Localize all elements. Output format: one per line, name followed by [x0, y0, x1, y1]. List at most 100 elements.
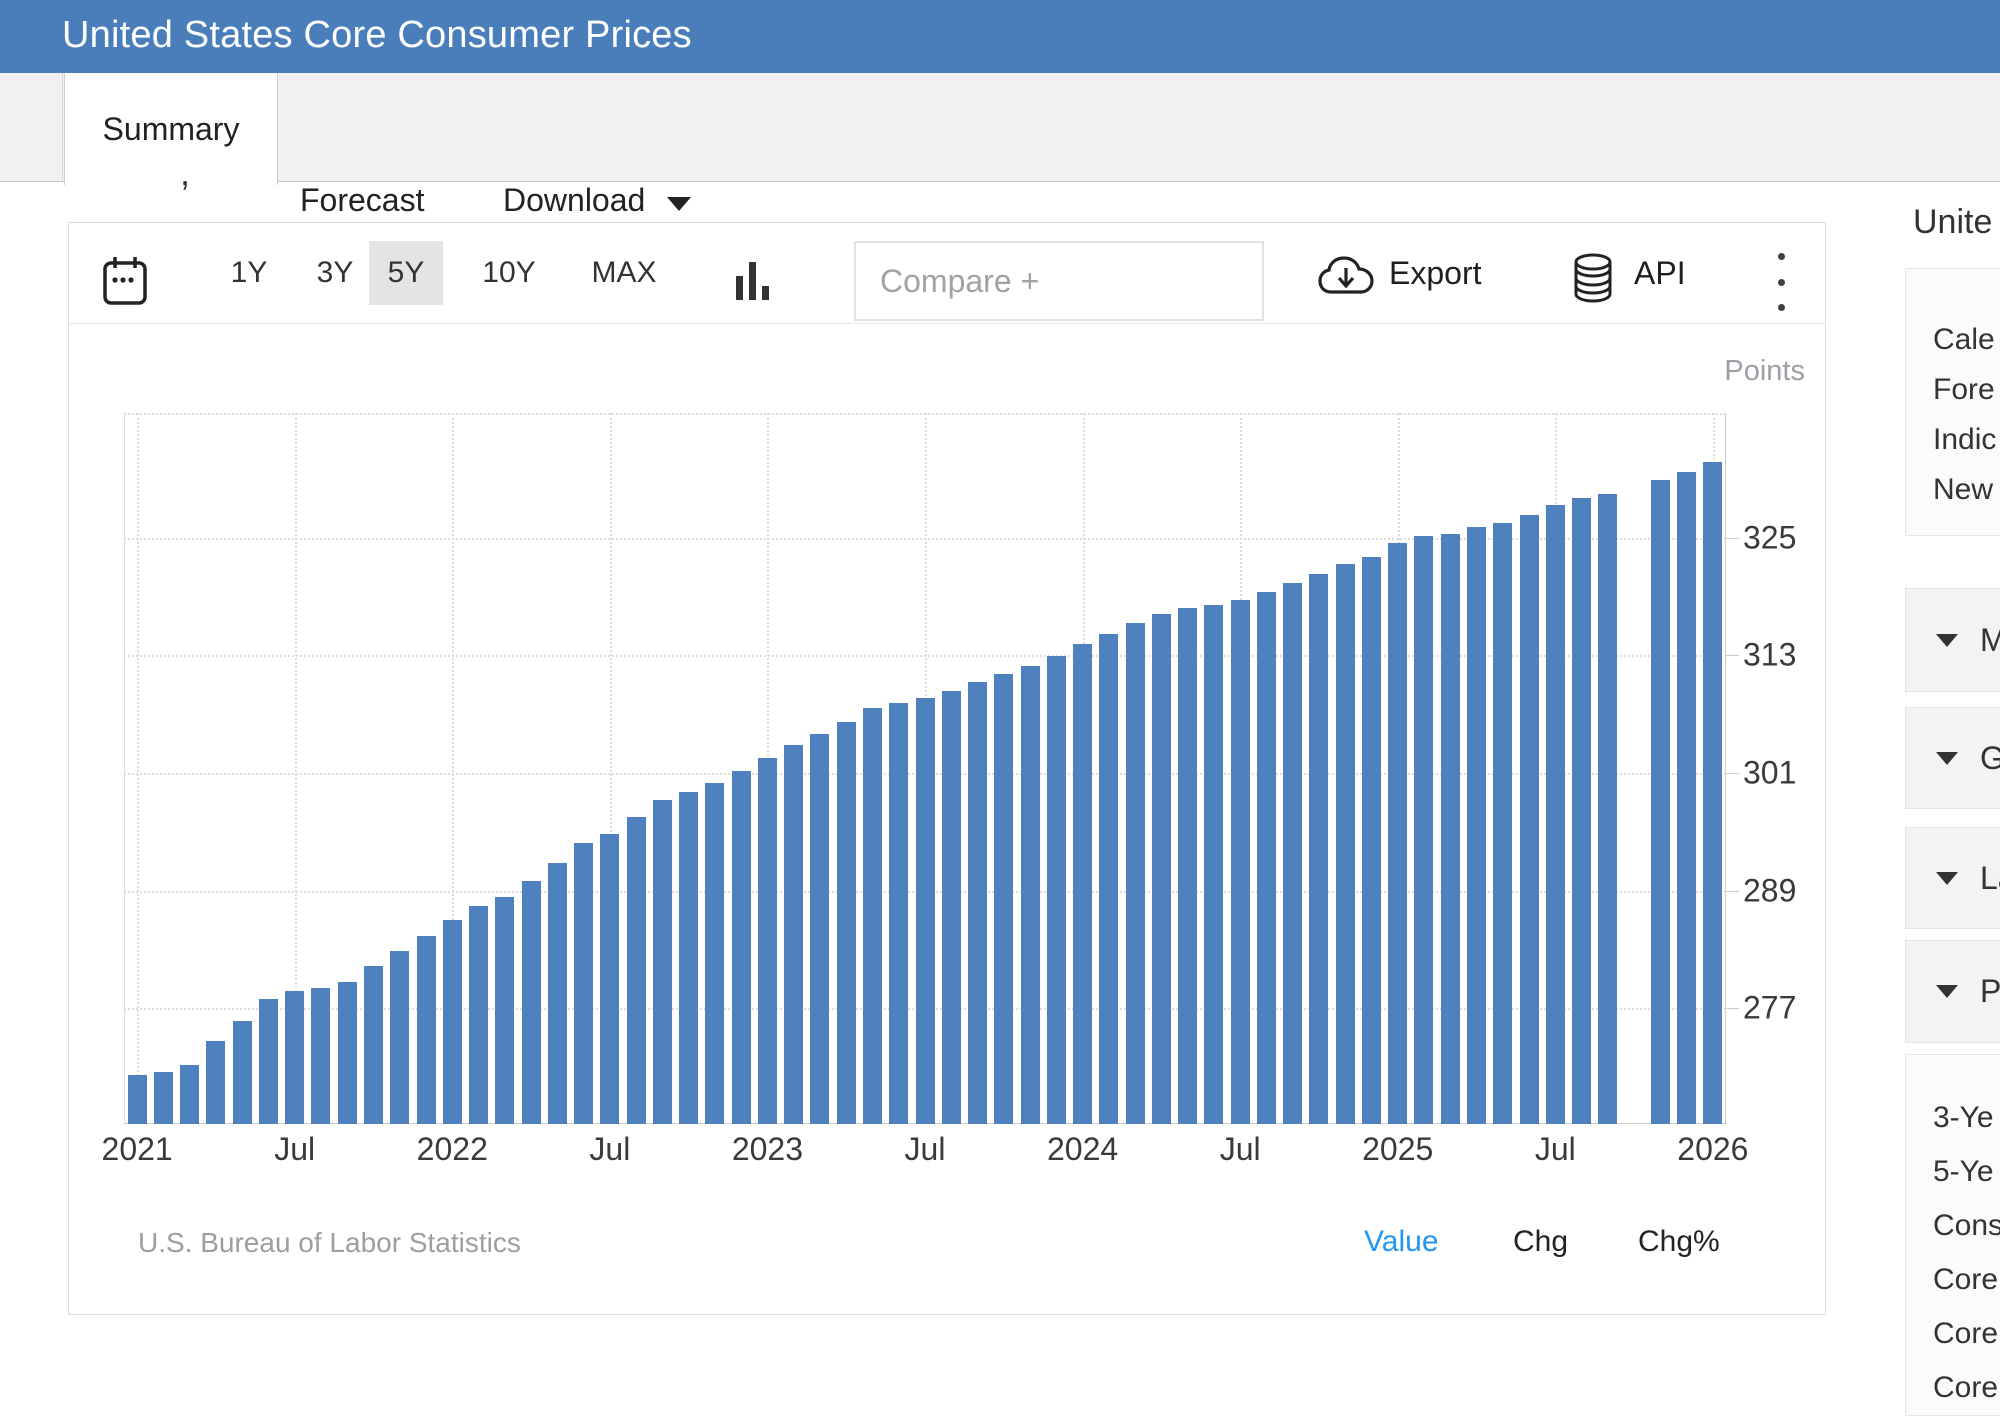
tab-forecast-label: Forecast: [300, 182, 425, 218]
sidebar-link-cale[interactable]: Cale: [1933, 323, 1995, 356]
bar-oct-2022: [679, 791, 699, 1124]
sidebar-related-item-2[interactable]: Cons: [1933, 1209, 2000, 1242]
range-button-1y[interactable]: 1Y: [230, 256, 268, 289]
sidebar-related-item-1[interactable]: 5-Ye: [1933, 1155, 1994, 1188]
y-axis-label: 325: [1743, 519, 1797, 556]
sidebar-section-g[interactable]: G: [1905, 707, 2000, 809]
v-gridline-2022-2: [452, 413, 455, 1124]
bar-dec-2021: [416, 935, 436, 1124]
range-button-5y[interactable]: 5Y: [369, 241, 443, 305]
range-button-10y[interactable]: 10Y: [482, 256, 536, 289]
x-axis-label: 2026: [1677, 1131, 1749, 1167]
range-button-3y[interactable]: 3Y: [316, 256, 354, 289]
tab-download-label: Download: [503, 182, 646, 218]
bar-jul-2024: [1230, 600, 1250, 1124]
sidebar-related-item-0[interactable]: 3-Ye: [1933, 1101, 1994, 1134]
sidebar-section-label: La: [1980, 859, 2000, 896]
export-button[interactable]: Export: [1389, 223, 1481, 323]
bar-feb-2024: [1099, 633, 1119, 1124]
bar-jan-2021: [127, 1074, 147, 1124]
triangle-down-icon: [1936, 751, 1958, 765]
sidebar-link-fore[interactable]: Fore: [1933, 373, 1995, 406]
tab-bar-left-spacer: [0, 73, 63, 181]
x-axis-label: 2023: [731, 1131, 804, 1167]
bar-dec-2023: [1046, 656, 1066, 1124]
sidebar-link-indic[interactable]: Indic: [1933, 423, 1997, 456]
stray-glyph-artifact: ,: [180, 152, 191, 193]
v-gridline-Jul-1: [294, 413, 297, 1124]
bar-dec-2022: [731, 770, 751, 1124]
bar-feb-2023: [784, 745, 804, 1124]
bar-feb-2022: [469, 906, 489, 1124]
mode-button-chgpct[interactable]: Chg%: [1638, 1225, 1720, 1258]
v-gridline-Jul-3: [609, 413, 612, 1124]
bar-mar-2023: [810, 733, 830, 1124]
bar-jan-2026: [1703, 462, 1723, 1124]
x-axis-label: 2021: [101, 1131, 173, 1167]
sidebar-section-label: M: [1980, 621, 2000, 658]
y-axis-label: 277: [1743, 989, 1797, 1026]
triangle-down-icon: [1936, 871, 1958, 885]
sidebar-heading: Unite: [1913, 203, 1993, 241]
database-icon[interactable]: [1567, 251, 1619, 307]
bar-aug-2023: [941, 690, 961, 1124]
bar-nov-2022: [705, 782, 725, 1124]
page-title: United States Core Consumer Prices: [62, 13, 692, 56]
bar-jan-2025: [1388, 543, 1408, 1124]
cloud-download-icon[interactable]: [1315, 251, 1377, 303]
x-axis-label: Jul: [1534, 1131, 1576, 1167]
calendar-icon[interactable]: [99, 253, 151, 309]
bar-nov-2021: [390, 951, 410, 1124]
y-axis-label: 301: [1743, 754, 1797, 791]
y-axis-line-right: [1725, 413, 1726, 1124]
bar-mar-2025: [1440, 533, 1460, 1124]
sidebar-related-item-3[interactable]: Core: [1933, 1263, 1999, 1296]
sidebar-links-box: Cale Fore Indic New: [1905, 268, 2000, 536]
bar-mar-2022: [495, 897, 515, 1124]
tab-summary[interactable]: Summary: [64, 73, 278, 185]
bar-oct-2024: [1309, 573, 1329, 1124]
bar-nov-2024: [1335, 564, 1355, 1124]
sidebar-related-item-5[interactable]: Core: [1933, 1371, 1999, 1404]
y-axis-line-left: [124, 413, 125, 1124]
sidebar-related-item-4[interactable]: Core: [1933, 1317, 1999, 1350]
bar-aug-2024: [1256, 591, 1276, 1124]
y-tick-mark: [1726, 537, 1739, 539]
bar-dec-2024: [1361, 557, 1381, 1124]
sidebar-related-box: 3-Ye 5-Ye Cons Core Core Core: [1905, 1054, 2000, 1416]
bar-aug-2021: [311, 987, 331, 1124]
bar-jul-2025: [1545, 505, 1565, 1124]
tab-bar: Forecast Download: [0, 73, 2000, 218]
sidebar-section-la[interactable]: La: [1905, 827, 2000, 929]
chart-plot-area[interactable]: [124, 413, 1726, 1124]
v-gridline-2021-0: [137, 413, 140, 1124]
tab-forecast[interactable]: Forecast: [300, 146, 424, 255]
bar-jun-2025: [1519, 515, 1539, 1124]
bar-feb-2021: [153, 1072, 173, 1124]
chart-card: 1Y 3Y 5Y 10Y MAX Export API Points: [68, 222, 1826, 1315]
bar-apr-2022: [521, 880, 541, 1124]
api-button[interactable]: API: [1634, 223, 1686, 323]
sidebar-section-p[interactable]: P: [1905, 940, 2000, 1043]
chevron-down-icon: [667, 196, 692, 211]
kebab-menu-icon[interactable]: [1769, 253, 1793, 311]
sidebar-section-m[interactable]: M: [1905, 588, 2000, 692]
column-chart-icon[interactable]: [731, 259, 777, 305]
sidebar-link-new[interactable]: New: [1933, 473, 1994, 506]
bar-may-2021: [232, 1021, 252, 1124]
bar-jan-2022: [442, 920, 462, 1124]
bar-jun-2023: [889, 703, 909, 1124]
mode-button-value[interactable]: Value: [1364, 1225, 1439, 1258]
tab-download[interactable]: Download: [503, 146, 692, 255]
bar-oct-2021: [363, 966, 383, 1124]
x-axis-label: 2025: [1362, 1131, 1434, 1167]
bar-jan-2023: [757, 758, 777, 1124]
compare-input[interactable]: [854, 241, 1264, 321]
tab-summary-label: Summary: [102, 110, 240, 147]
bar-jun-2021: [258, 999, 278, 1124]
range-button-max[interactable]: MAX: [591, 256, 657, 289]
triangle-down-icon: [1936, 633, 1958, 647]
mode-button-chg[interactable]: Chg: [1513, 1225, 1569, 1258]
bar-nov-2023: [1020, 666, 1040, 1124]
